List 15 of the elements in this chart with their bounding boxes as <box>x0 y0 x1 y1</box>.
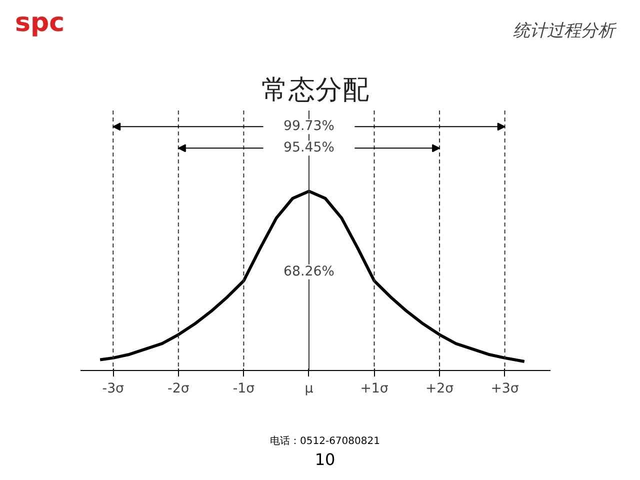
text: 统计过程分析 <box>513 20 615 43</box>
x-tick-label: -1σ <box>232 382 256 396</box>
text: 99.73% <box>284 119 334 134</box>
x-tick-label: +2σ <box>425 382 454 396</box>
x-tick-label: +1σ <box>360 382 389 396</box>
text: 10 <box>314 449 336 472</box>
x-tick-label: μ <box>304 382 314 396</box>
text: spc <box>15 7 64 40</box>
x-tick-label: +3σ <box>490 382 520 396</box>
annotation: 68.26% <box>284 264 334 280</box>
x-tick-label: -3σ <box>102 382 125 396</box>
text: 电话：0512-67080821 <box>269 435 381 449</box>
x-tick-label: -2σ <box>168 382 190 396</box>
chart-title: 常态分配 <box>262 74 370 106</box>
text: 95.45% <box>284 140 334 156</box>
